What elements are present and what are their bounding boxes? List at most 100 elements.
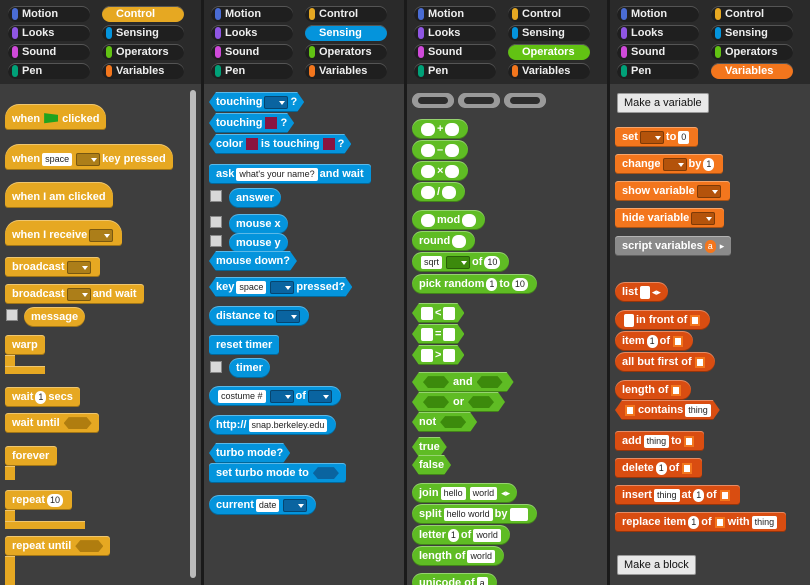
left-input[interactable] [421, 143, 435, 157]
add-to-list-block[interactable]: add thing to [615, 431, 705, 451]
left-input[interactable] [421, 213, 435, 227]
unicode-of-reporter[interactable]: unicode of a [412, 573, 497, 585]
letter-of-reporter[interactable]: letter 1 of world [412, 525, 510, 545]
hide-variable-block[interactable]: hide variable [615, 208, 725, 228]
category-variables-button[interactable]: Variables [305, 63, 387, 79]
dropdown-arrow[interactable] [264, 96, 288, 109]
key-dropdown[interactable]: space [42, 152, 73, 166]
arith-minus-reporter[interactable]: – [412, 140, 469, 160]
category-sound-button[interactable]: Sound [8, 44, 90, 60]
input-slot[interactable]: 1 [447, 528, 459, 542]
answer-reporter[interactable]: answer [229, 188, 281, 208]
url-input[interactable]: snap.berkeley.edu [248, 418, 328, 432]
color-swatch[interactable] [246, 138, 258, 150]
make-block-button[interactable]: Make a block [617, 555, 696, 575]
input-slot[interactable]: thing [685, 404, 711, 417]
category-motion-button[interactable]: Motion [211, 6, 293, 22]
input-slot[interactable]: world [467, 549, 495, 563]
left-input[interactable] [421, 328, 433, 341]
show-variable-block[interactable]: show variable [615, 181, 730, 201]
input-slot[interactable]: 1 [688, 515, 700, 529]
color-swatch[interactable] [323, 138, 335, 150]
boolean-slot[interactable] [440, 416, 466, 428]
category-motion-button[interactable]: Motion [8, 6, 90, 22]
key-pressed-reporter[interactable]: key space pressed? [209, 277, 352, 297]
input-slot[interactable] [639, 285, 650, 299]
http-reporter[interactable]: http://snap.berkeley.edu [209, 415, 337, 435]
replace-item-block[interactable]: replace item 1 of with thing [615, 512, 787, 532]
dropdown-arrow[interactable] [276, 309, 301, 323]
category-operators-button[interactable]: Operators [102, 44, 184, 60]
variadic-arrows-icon[interactable]: ◂▸ [651, 287, 661, 297]
input-slot[interactable]: thing [653, 488, 680, 502]
right-input[interactable] [443, 307, 455, 320]
script-variables-block[interactable]: script variables a ▸ [615, 236, 732, 256]
dropdown-arrow[interactable] [269, 389, 294, 403]
input-slot[interactable]: 10 [47, 493, 64, 507]
left-input[interactable] [421, 122, 435, 136]
ask-and-wait-block[interactable]: ask what's your name? and wait [209, 164, 371, 184]
sqrt-of-reporter[interactable]: sqrt of 10 [412, 252, 510, 272]
repeat-block[interactable]: repeat 10 [5, 490, 73, 510]
input-slot[interactable]: 0 [678, 130, 690, 144]
mouse-y-reporter[interactable]: mouse y [229, 233, 288, 253]
category-variables-button[interactable]: Variables [102, 63, 184, 79]
input-slot[interactable]: thing [751, 515, 778, 529]
variadic-arrows-icon[interactable]: ◂▸ [501, 488, 511, 498]
category-sensing-button[interactable]: Sensing [711, 25, 793, 41]
mouse-y-checkbox[interactable] [210, 235, 222, 247]
input-slot[interactable]: hello world [443, 507, 493, 521]
ask-question-input[interactable]: what's your name? [236, 167, 318, 181]
dropdown-arrow[interactable] [662, 157, 687, 171]
input-slot[interactable]: hello [440, 486, 466, 500]
contains-predicate[interactable]: contains thing [615, 400, 720, 420]
palette-scrollbar[interactable] [190, 90, 196, 578]
category-operators-button[interactable]: Operators [508, 44, 590, 60]
list-slot[interactable] [694, 356, 705, 368]
dropdown-arrow[interactable] [307, 389, 332, 403]
category-variables-button[interactable]: Variables [508, 63, 590, 79]
compare-gt-predicate[interactable]: > [412, 345, 464, 365]
category-sound-button[interactable]: Sound [617, 44, 699, 60]
boolean-slot[interactable] [313, 467, 339, 479]
broadcast-and-wait-block[interactable]: broadcast and wait [5, 284, 144, 304]
dropdown-arrow[interactable] [446, 255, 471, 269]
dropdown-arrow[interactable] [76, 152, 101, 166]
make-variable-button[interactable]: Make a variable [617, 93, 709, 113]
list-slot[interactable] [625, 405, 635, 416]
attribute-of-reporter[interactable]: costume # of [209, 386, 341, 406]
delimiter-dropdown[interactable] [509, 507, 528, 521]
category-sensing-button[interactable]: Sensing [305, 25, 387, 41]
category-motion-button[interactable]: Motion [617, 6, 699, 22]
when-flag-clicked-hat[interactable]: when clicked [5, 104, 107, 130]
input-slot[interactable]: thing [643, 434, 670, 448]
category-motion-button[interactable]: Motion [414, 6, 496, 22]
touching-reporter[interactable]: touching? [209, 92, 304, 112]
input-slot[interactable] [624, 313, 634, 327]
boolean-slot[interactable] [75, 540, 103, 552]
left-input[interactable] [421, 164, 435, 178]
all-but-first-reporter[interactable]: all but first of [615, 352, 715, 372]
or-predicate[interactable]: or [412, 392, 505, 412]
category-looks-button[interactable]: Looks [211, 25, 293, 41]
category-sound-button[interactable]: Sound [211, 44, 293, 60]
dropdown-arrow[interactable] [270, 281, 294, 294]
dropdown-arrow[interactable] [696, 184, 721, 198]
list-slot[interactable] [719, 489, 730, 501]
input-slot[interactable]: 10 [484, 255, 501, 269]
split-reporter[interactable]: split hello world by [412, 504, 537, 524]
category-control-button[interactable]: Control [711, 6, 793, 22]
attribute-dropdown[interactable]: costume # [218, 389, 266, 403]
answer-checkbox[interactable] [210, 190, 222, 202]
reset-timer-block[interactable]: reset timer [209, 335, 280, 355]
left-input[interactable] [421, 307, 433, 320]
category-sensing-button[interactable]: Sensing [102, 25, 184, 41]
round-reporter[interactable]: round [412, 231, 476, 251]
left-input[interactable] [421, 185, 435, 199]
list-slot[interactable] [682, 462, 693, 474]
right-input[interactable] [443, 328, 455, 341]
right-input[interactable] [445, 164, 460, 178]
length-of-text-reporter[interactable]: length of world [412, 546, 504, 566]
input-slot[interactable]: 1 [703, 157, 715, 171]
wait-until-block[interactable]: wait until [5, 413, 99, 433]
